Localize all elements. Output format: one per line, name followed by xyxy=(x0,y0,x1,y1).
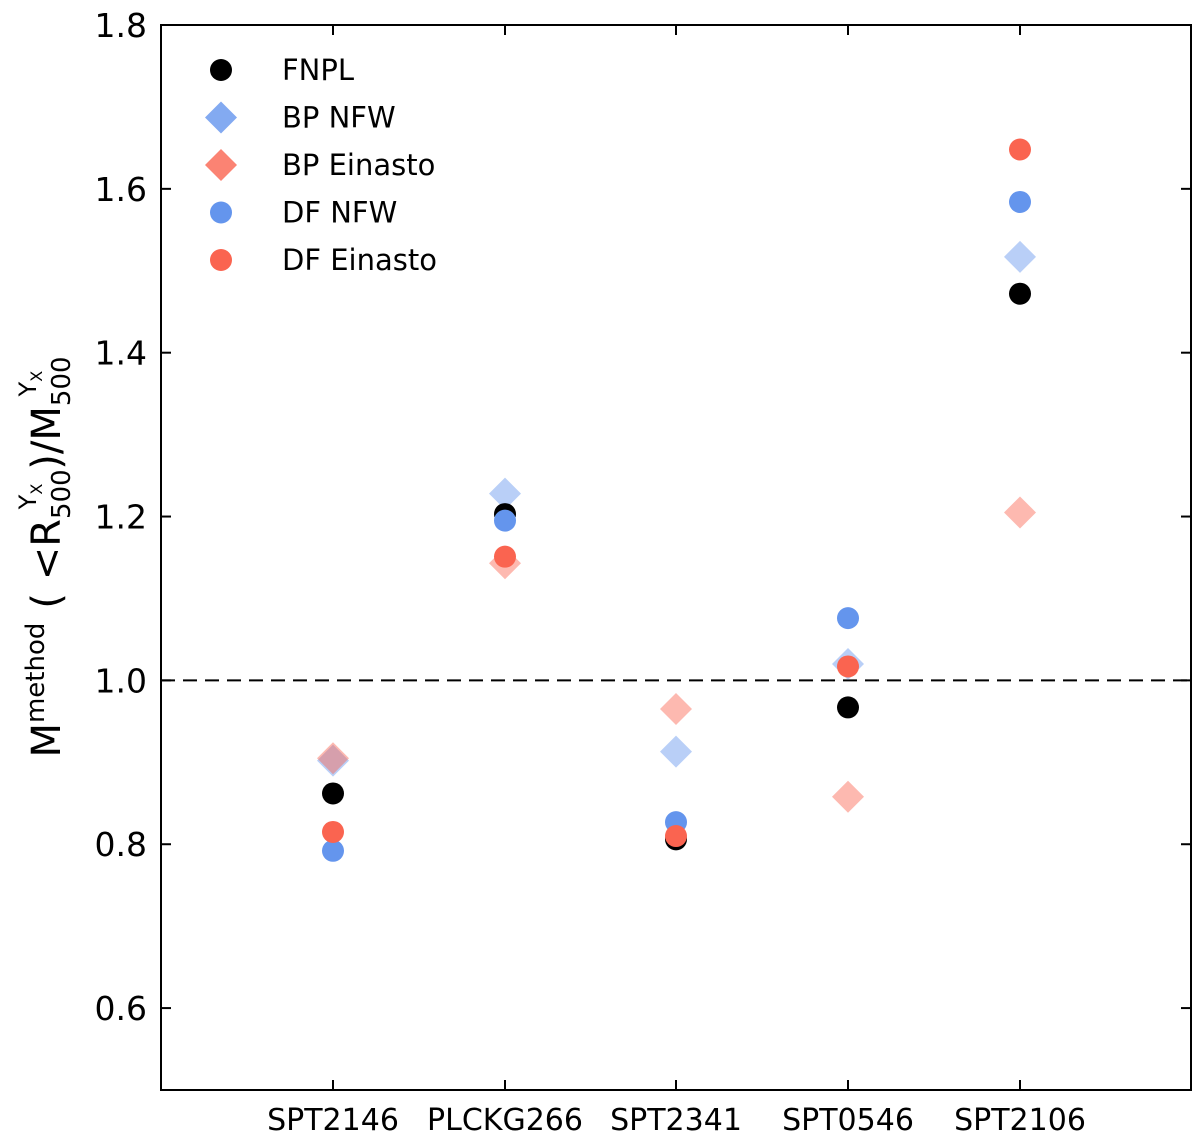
legend-label: DF Einasto xyxy=(282,243,437,277)
x-category-label: SPT0546 xyxy=(782,1103,914,1138)
point-df-nfw-3 xyxy=(837,607,859,630)
legend-marker-bp-einasto xyxy=(205,149,237,181)
point-bp-nfw-2 xyxy=(660,735,692,768)
plot-area xyxy=(160,24,1192,1091)
point-bp-einasto-3 xyxy=(832,780,864,813)
x-category-label: PLCKG266 xyxy=(427,1103,583,1138)
point-bp-nfw-4 xyxy=(1004,240,1036,273)
point-df-einasto-0 xyxy=(322,820,344,843)
point-df-einasto-1 xyxy=(494,545,516,568)
point-fnpl-4 xyxy=(1009,282,1031,305)
y-tick-label: 1.8 xyxy=(95,6,147,45)
point-bp-einasto-2 xyxy=(660,693,692,726)
point-bp-einasto-4 xyxy=(1004,496,1036,529)
y-tick-label: 1.2 xyxy=(95,498,147,537)
y-tick-label: 0.6 xyxy=(95,989,147,1028)
legend: FNPL BP NFW BP Einasto DF NFW DF Einasto xyxy=(205,53,437,277)
point-bp-einasto-0 xyxy=(317,742,349,775)
legend-label: BP NFW xyxy=(282,101,396,135)
point-bp-nfw-1 xyxy=(489,477,521,510)
legend-label: BP Einasto xyxy=(282,148,435,182)
y-tick-label: 1.0 xyxy=(95,661,147,700)
point-df-nfw-1 xyxy=(494,509,516,532)
point-df-einasto-2 xyxy=(665,825,687,848)
legend-marker-df-einasto xyxy=(210,249,232,271)
y-tick-label: 1.6 xyxy=(95,170,147,209)
point-fnpl-3 xyxy=(837,696,859,719)
legend-marker-bp-nfw xyxy=(205,101,237,134)
x-category-label: SPT2106 xyxy=(954,1103,1086,1138)
point-bp-nfw-0 xyxy=(317,744,349,777)
data-points xyxy=(317,138,1036,862)
legend-label: DF NFW xyxy=(282,196,397,230)
x-category-label: SPT2341 xyxy=(610,1103,742,1138)
y-tick-label: 0.8 xyxy=(95,825,147,864)
legend-label: FNPL xyxy=(282,53,354,87)
point-fnpl-0 xyxy=(322,782,344,805)
y-tick-label: 1.4 xyxy=(95,334,147,373)
x-axis-ticks: SPT2146 PLCKG266 SPT2341 SPT0546 SPT2106 xyxy=(267,25,1086,1138)
point-df-nfw-0 xyxy=(322,839,344,862)
point-df-einasto-3 xyxy=(837,655,859,678)
legend-marker-fnpl xyxy=(210,59,232,81)
y-axis-ticks: 0.6 0.8 1.0 1.2 1.4 1.6 1.8 xyxy=(95,6,1191,1028)
x-category-label: SPT2146 xyxy=(267,1103,399,1138)
y-axis-label: Mmethod( <R500YX)/M500YX xyxy=(14,356,77,757)
point-df-nfw-4 xyxy=(1009,190,1031,213)
legend-marker-df-nfw xyxy=(210,201,232,224)
point-df-einasto-4 xyxy=(1009,138,1031,161)
